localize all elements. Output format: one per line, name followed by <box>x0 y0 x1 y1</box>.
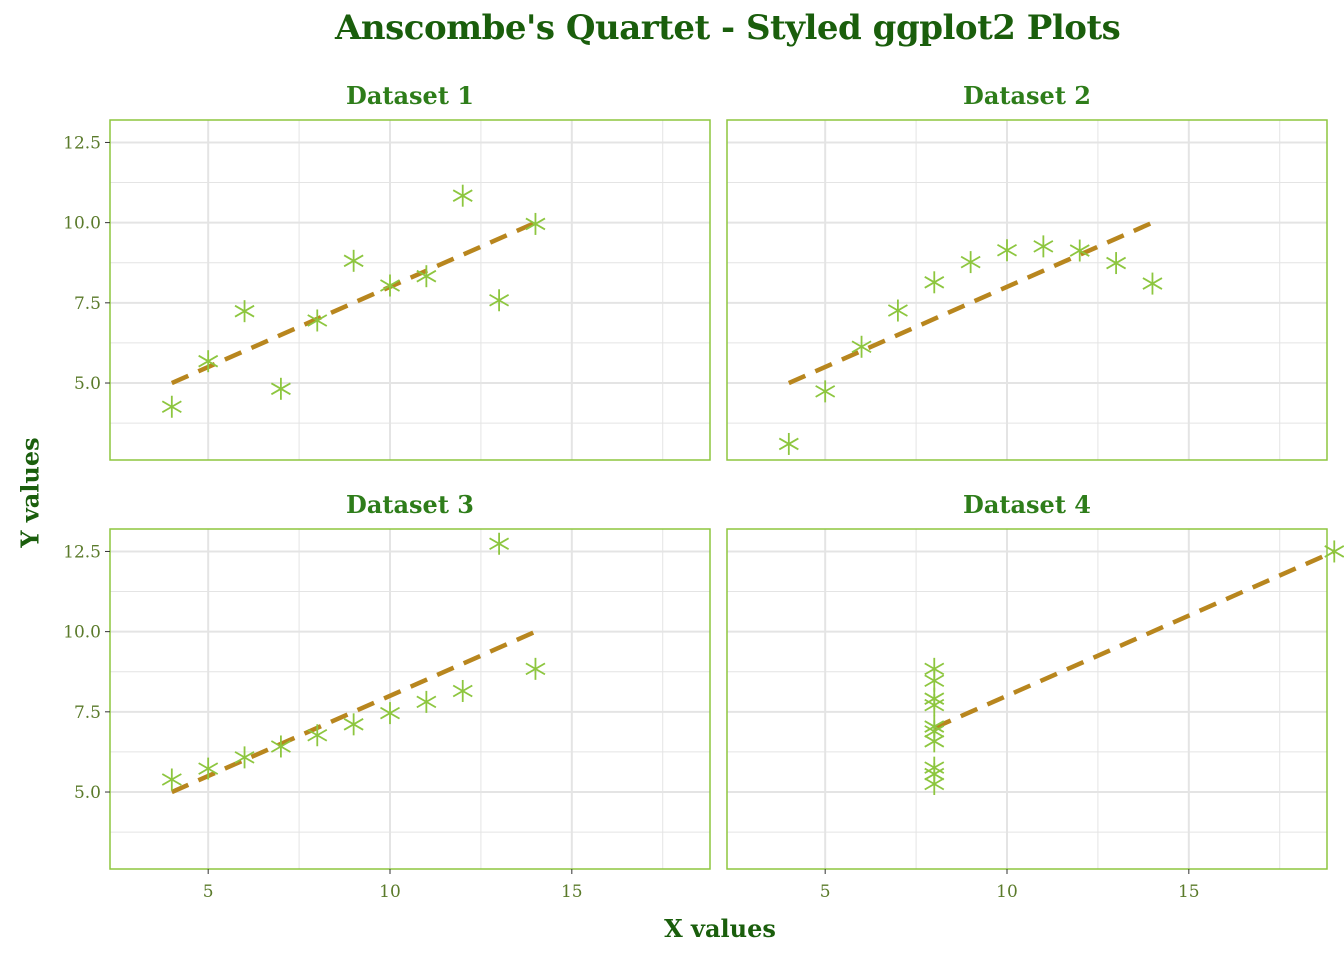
data-point <box>198 350 219 373</box>
data-point <box>887 299 908 322</box>
panel-border <box>109 119 711 461</box>
y-tick-label: 10.0 <box>63 623 101 643</box>
data-point <box>1069 239 1090 262</box>
y-tick-label: 10.0 <box>63 214 101 234</box>
data-point <box>489 289 510 312</box>
data-point <box>924 271 945 294</box>
panel-2: Dataset 2 <box>726 81 1328 461</box>
x-tick-label: 15 <box>1178 882 1200 902</box>
data-point <box>416 265 437 288</box>
data-point <box>1033 235 1054 258</box>
data-point <box>307 724 328 747</box>
data-point <box>924 763 945 786</box>
data-point <box>997 239 1017 262</box>
y-tick-label: 7.5 <box>74 703 101 723</box>
data-point <box>1324 540 1344 563</box>
data-point <box>343 713 364 736</box>
y-tick-label: 5.0 <box>74 374 101 394</box>
data-point <box>380 274 400 297</box>
x-axis-title: X values <box>664 914 776 943</box>
x-tick-label: 15 <box>561 882 583 902</box>
data-point <box>161 768 182 791</box>
data-point <box>234 300 255 323</box>
data-point <box>815 380 836 403</box>
panel-title: Dataset 3 <box>346 490 474 519</box>
data-point <box>270 377 291 400</box>
y-tick-label: 5.0 <box>74 783 101 803</box>
x-tick-label: 5 <box>820 882 831 902</box>
panel-border <box>726 119 1328 461</box>
panel-3: Dataset 3 5.0 7.5 10.0 12.5 5 10 15 <box>63 490 711 902</box>
data-point <box>924 687 945 710</box>
panel-title: Dataset 1 <box>346 81 474 110</box>
data-point <box>1142 272 1163 295</box>
data-point <box>452 184 473 207</box>
regression-line <box>787 220 1154 386</box>
chart-title: Anscombe's Quartet - Styled ggplot2 Plot… <box>335 8 1121 48</box>
data-point <box>234 746 255 769</box>
y-axis-title: Y values <box>15 437 45 548</box>
data-point <box>307 309 328 332</box>
regression-line <box>933 549 1336 730</box>
data-point <box>525 212 546 235</box>
data-point <box>343 249 364 272</box>
data-point <box>1106 252 1127 275</box>
data-point <box>270 735 291 758</box>
data-point <box>416 690 437 713</box>
data-point <box>924 720 945 743</box>
data-point <box>380 702 400 725</box>
x-tick-label: 10 <box>996 882 1018 902</box>
y-tick-label: 12.5 <box>63 542 101 562</box>
data-point <box>778 432 799 455</box>
data-point <box>161 395 182 418</box>
data-point <box>198 757 219 780</box>
x-tick-label: 10 <box>379 882 401 902</box>
y-tick-label: 7.5 <box>74 294 101 314</box>
data-point <box>452 679 473 702</box>
regression-line <box>170 220 537 386</box>
regression-line <box>170 629 537 795</box>
panel-border <box>109 528 711 870</box>
panel-title: Dataset 2 <box>963 81 1091 110</box>
panel-border <box>726 528 1328 870</box>
data-point <box>489 532 510 555</box>
data-point <box>525 657 546 680</box>
data-point <box>851 335 872 358</box>
panel-1: Dataset 1 5.0 7.5 10.0 12.5 <box>63 81 711 461</box>
x-tick-label: 5 <box>203 882 214 902</box>
data-point <box>960 251 981 274</box>
panel-title: Dataset 4 <box>963 490 1091 519</box>
y-tick-label: 12.5 <box>63 133 101 153</box>
panel-4: Dataset 4 5 10 15 <box>726 490 1344 902</box>
